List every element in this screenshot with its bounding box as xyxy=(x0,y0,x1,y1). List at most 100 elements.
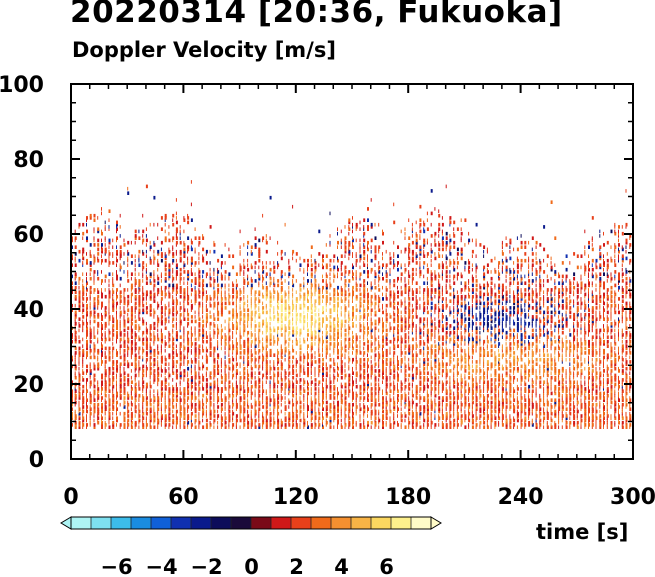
heatmap-cell xyxy=(243,285,245,290)
heatmap-cell xyxy=(82,362,84,366)
heatmap-cell xyxy=(153,407,155,411)
heatmap-cell xyxy=(194,290,197,294)
heatmap-cell xyxy=(134,254,136,258)
heatmap-cell xyxy=(224,276,226,281)
heatmap-cell xyxy=(273,418,275,423)
heatmap-cell xyxy=(157,396,160,400)
heatmap-cell xyxy=(344,407,347,411)
heatmap-cell xyxy=(198,389,200,393)
heatmap-cell xyxy=(160,407,162,411)
heatmap-cell xyxy=(378,409,380,414)
heatmap-cell xyxy=(209,272,211,276)
heatmap-cell xyxy=(168,396,170,400)
heatmap-cell xyxy=(352,285,354,290)
heatmap-cell xyxy=(220,398,223,402)
heatmap-cell xyxy=(299,288,302,292)
heatmap-cell xyxy=(262,337,264,342)
heatmap-cell xyxy=(202,384,204,389)
heatmap-cell xyxy=(149,360,151,364)
heatmap-cell xyxy=(389,378,391,382)
heatmap-cell xyxy=(224,270,227,274)
heatmap-cell xyxy=(97,247,100,252)
heatmap-cell xyxy=(344,337,347,342)
heatmap-cell xyxy=(325,355,327,360)
heatmap-cell xyxy=(367,396,368,400)
heatmap-cell xyxy=(374,357,376,362)
heatmap-cell xyxy=(310,418,312,423)
heatmap-cell xyxy=(322,384,323,389)
heatmap-cell xyxy=(265,364,268,369)
heatmap-cell xyxy=(86,391,87,396)
heatmap-cell xyxy=(292,375,295,380)
heatmap-cell xyxy=(202,382,204,387)
heatmap-cell xyxy=(370,373,372,378)
heatmap-cell xyxy=(389,405,391,409)
heatmap-cell xyxy=(273,288,275,292)
heatmap-cell xyxy=(250,319,252,324)
heatmap-cell xyxy=(382,396,384,400)
heatmap-cell xyxy=(295,405,297,409)
heatmap-cell xyxy=(101,270,102,274)
heatmap-cell xyxy=(329,409,332,414)
heatmap-cell xyxy=(374,393,376,398)
heatmap-cell xyxy=(149,389,151,393)
heatmap-cell xyxy=(130,416,133,420)
heatmap-cell xyxy=(168,382,170,387)
heatmap-cell xyxy=(220,263,222,267)
heatmap-cell xyxy=(82,288,85,292)
heatmap-cell xyxy=(288,357,290,362)
heatmap-cell xyxy=(235,371,238,375)
heatmap-cell xyxy=(175,414,177,418)
heatmap-cell xyxy=(232,393,235,398)
heatmap-cell xyxy=(374,346,377,351)
heatmap-cell xyxy=(250,252,253,256)
heatmap-cell xyxy=(310,274,313,279)
heatmap-cell xyxy=(363,335,365,339)
heatmap-cell xyxy=(307,407,309,411)
heatmap-cell xyxy=(329,366,331,371)
heatmap-cell xyxy=(179,411,182,416)
heatmap-cell xyxy=(288,306,291,310)
heatmap-cell xyxy=(157,288,160,292)
heatmap-cell xyxy=(194,357,197,362)
heatmap-cell xyxy=(112,396,115,400)
heatmap-cell xyxy=(337,362,338,366)
heatmap-cell xyxy=(101,414,102,418)
heatmap-cell xyxy=(198,382,200,387)
heatmap-cell xyxy=(310,263,313,267)
heatmap-cell xyxy=(370,238,373,243)
heatmap-cell xyxy=(307,371,309,375)
heatmap-cell xyxy=(269,326,271,330)
heatmap-cell xyxy=(292,366,294,371)
heatmap-cell xyxy=(168,335,170,339)
heatmap-cell xyxy=(101,238,102,243)
heatmap-cell xyxy=(367,391,368,396)
heatmap-cell xyxy=(329,258,332,263)
heatmap-cell xyxy=(378,387,381,391)
heatmap-cell xyxy=(273,279,275,283)
heatmap-cell xyxy=(145,420,147,425)
heatmap-cell xyxy=(273,362,275,366)
heatmap-cell xyxy=(183,294,186,299)
heatmap-cell xyxy=(224,371,226,375)
heatmap-cell xyxy=(183,240,185,245)
heatmap-cell xyxy=(89,400,92,405)
heatmap-cell xyxy=(217,371,220,375)
heatmap-cell xyxy=(228,292,230,297)
heatmap-cell xyxy=(303,396,305,400)
heatmap-cell xyxy=(213,396,215,400)
heatmap-cell xyxy=(250,391,253,396)
heatmap-cell xyxy=(213,355,215,360)
heatmap-cell xyxy=(337,373,339,378)
heatmap-cell xyxy=(359,220,361,225)
heatmap-cell xyxy=(209,281,211,285)
heatmap-cell xyxy=(112,276,114,281)
heatmap-cell xyxy=(340,288,343,292)
heatmap-cell xyxy=(89,382,92,387)
heatmap-cell xyxy=(382,400,384,405)
heatmap-cell xyxy=(243,306,245,310)
heatmap-cell xyxy=(142,321,145,326)
heatmap-cell xyxy=(307,299,309,303)
heatmap-cell xyxy=(325,337,327,342)
heatmap-cell xyxy=(307,265,308,270)
